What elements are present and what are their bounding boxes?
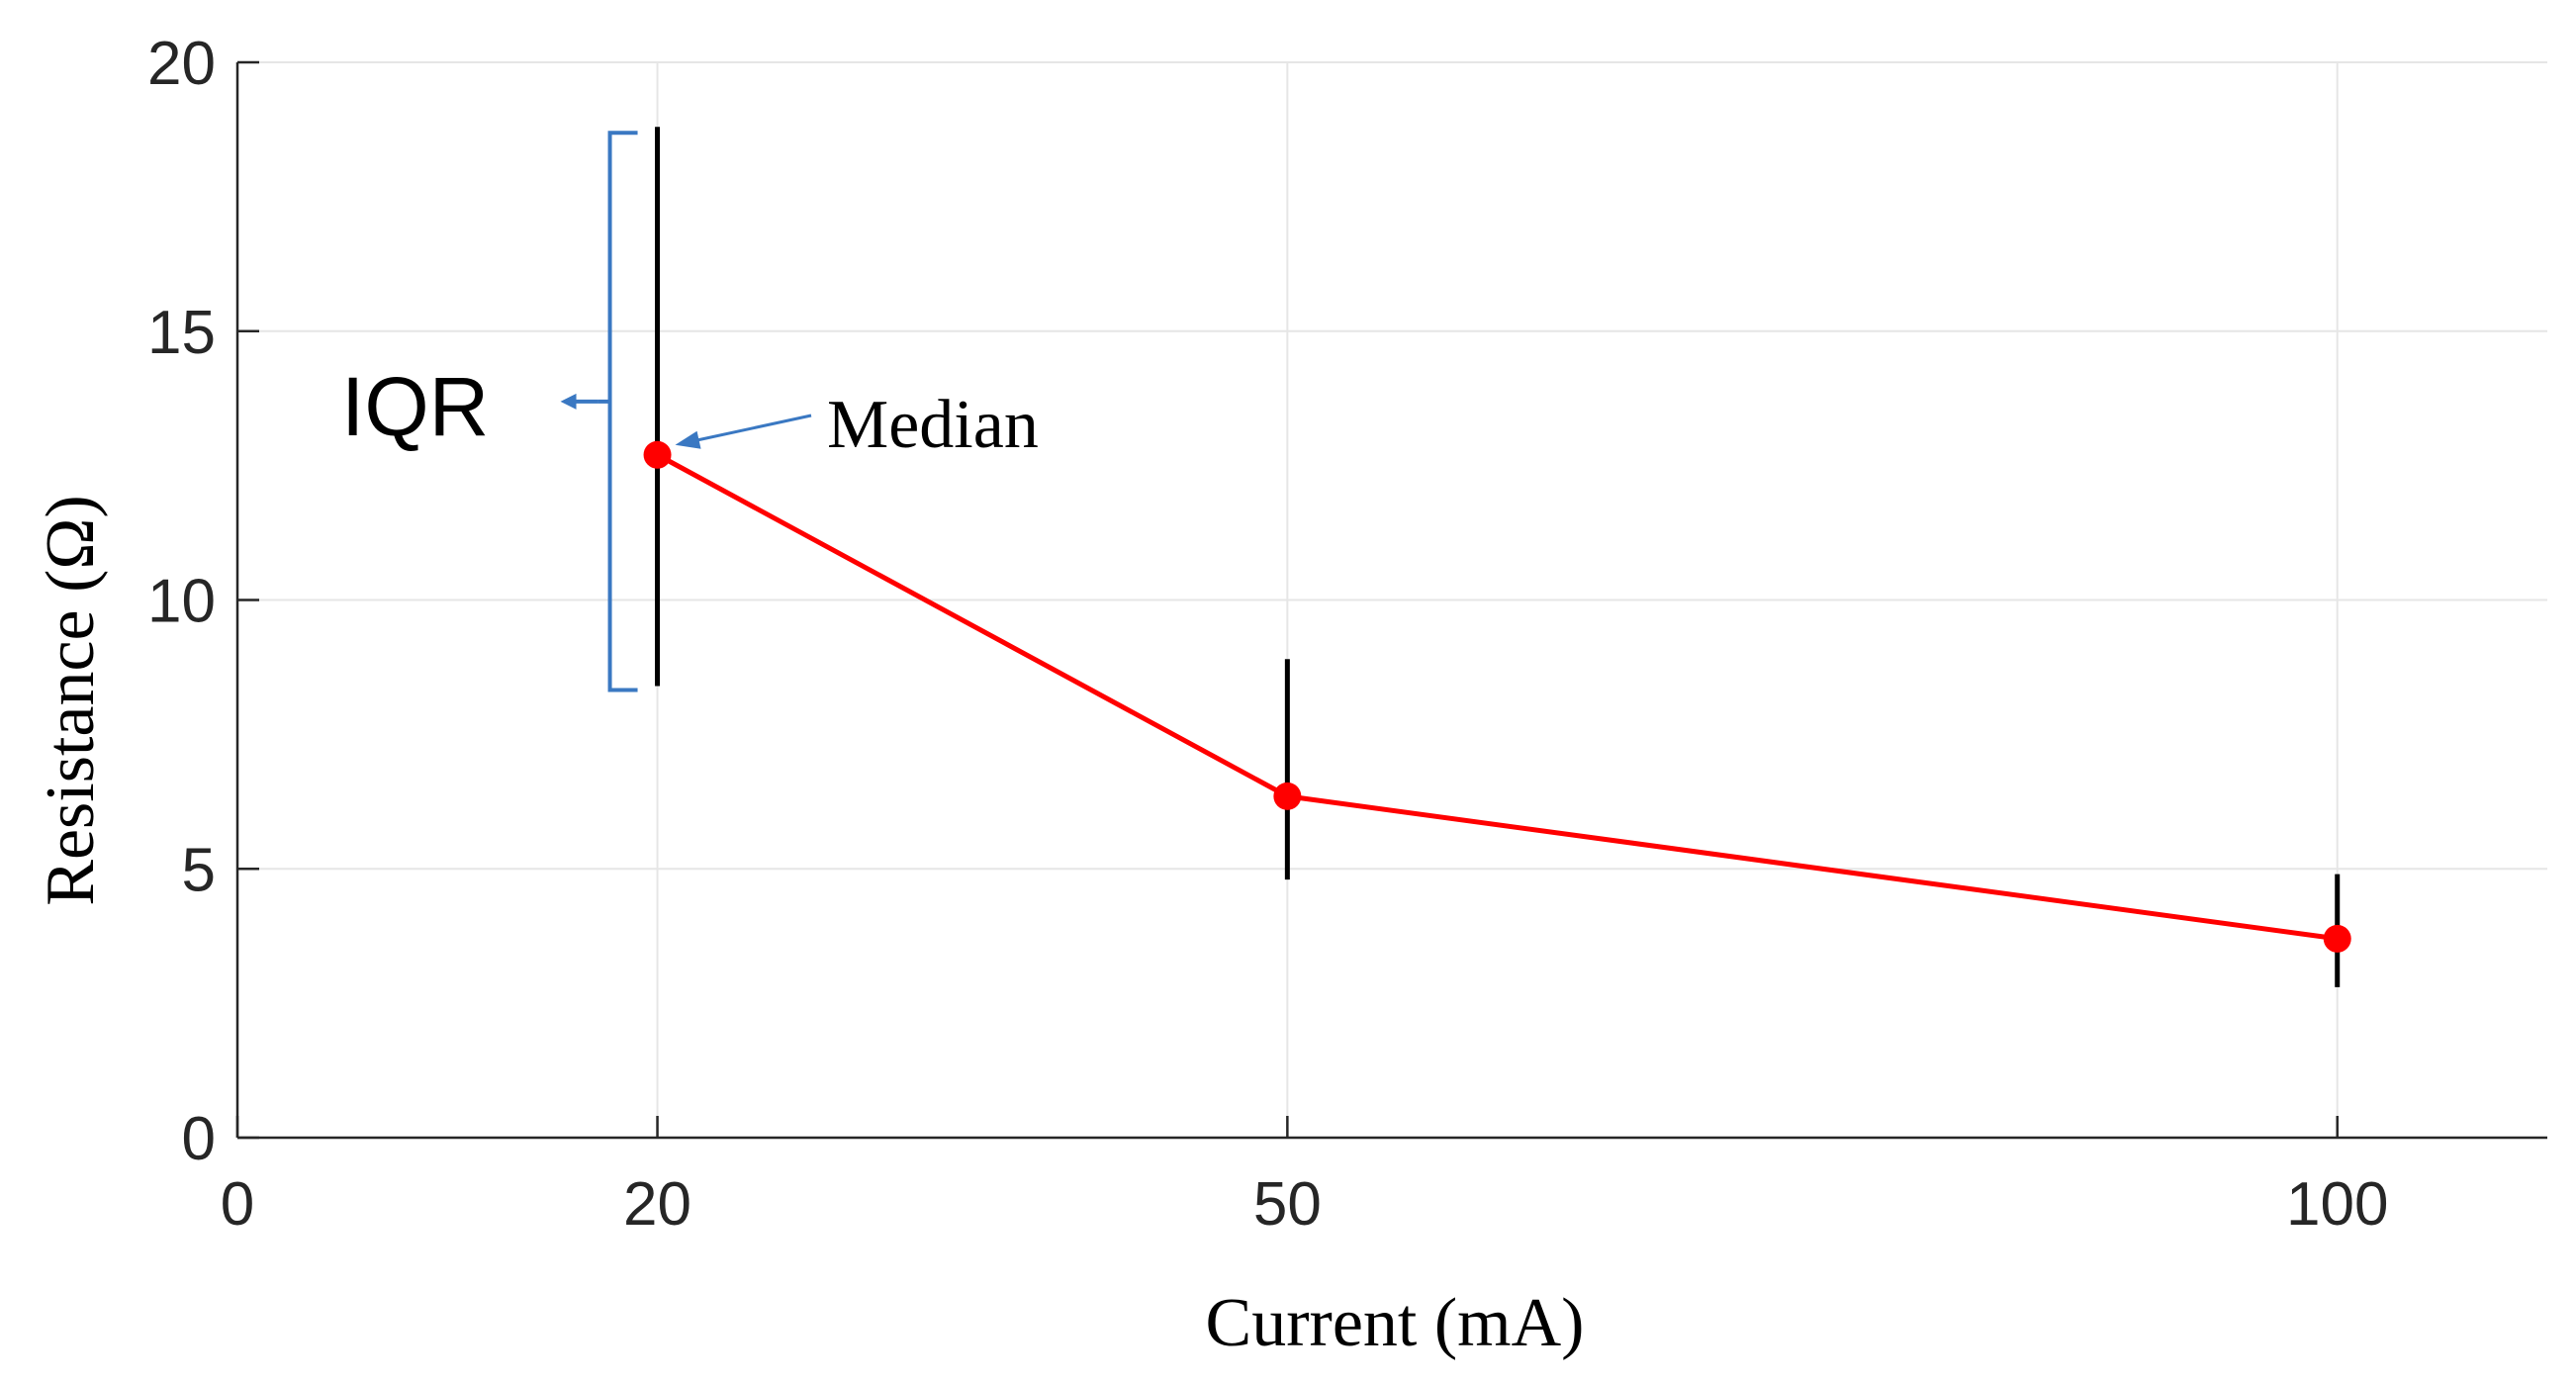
y-tick-label: 5 [182, 836, 216, 904]
tick-labels: 0 5 10 15 20 0 20 50 100 [147, 30, 2388, 1239]
y-axis-title: Resistance (Ω) [33, 495, 109, 906]
iqr-bracket [598, 131, 638, 692]
y-tick-label: 15 [147, 299, 216, 367]
grid [237, 61, 2547, 1138]
median-arrowhead [675, 430, 701, 449]
x-tick-label: 0 [221, 1170, 254, 1239]
median-point [643, 440, 672, 469]
median-annotation-label: Median [827, 387, 1039, 463]
axes [235, 60, 2547, 1140]
x-tick-label: 20 [623, 1170, 691, 1239]
y-tick-label: 10 [147, 568, 216, 636]
iqr-annotation-label: IQR [341, 360, 489, 453]
median-arrow-line [689, 414, 812, 444]
annotations: IQR Median [341, 131, 1039, 692]
data-series [643, 440, 2351, 953]
series-line [656, 452, 2339, 942]
x-tick-label: 50 [1253, 1170, 1322, 1239]
iqr-error-bars [655, 127, 2341, 987]
x-axis-title: Current (mA) [1206, 1285, 1585, 1361]
y-tick-label: 0 [182, 1105, 216, 1173]
x-tick-label: 100 [2286, 1170, 2388, 1239]
median-point [1273, 782, 1302, 810]
iqr-arrowhead [560, 393, 577, 410]
median-point [2323, 924, 2351, 953]
y-tick-label: 20 [147, 30, 216, 98]
